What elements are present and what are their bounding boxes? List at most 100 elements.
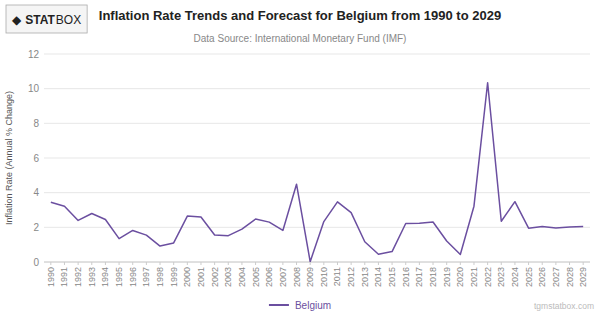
x-tick xyxy=(487,262,488,265)
x-tick xyxy=(64,262,65,265)
x-tick xyxy=(160,262,161,265)
x-tick-label: 2028 xyxy=(565,267,575,287)
watermark: tgmstatbox.com xyxy=(534,301,594,311)
x-tick-label: 2013 xyxy=(360,267,370,287)
y-tick-label: 12 xyxy=(28,49,40,60)
x-tick-label: 2016 xyxy=(401,267,411,287)
x-tick-label: 2023 xyxy=(496,267,506,287)
x-tick-label: 1999 xyxy=(169,267,179,287)
x-tick-label: 2011 xyxy=(332,267,342,286)
x-tick-label: 2009 xyxy=(305,267,315,287)
x-tick xyxy=(187,262,188,265)
x-tick xyxy=(282,262,283,265)
x-tick-label: 2008 xyxy=(292,267,302,287)
x-tick-label: 2018 xyxy=(428,267,438,287)
x-tick xyxy=(364,262,365,265)
x-tick xyxy=(433,262,434,265)
x-tick-label: 1996 xyxy=(128,267,138,287)
x-tick xyxy=(50,262,51,265)
legend-label: Belgium xyxy=(295,300,331,311)
y-tick-label: 10 xyxy=(28,83,40,94)
x-tick-label: 2006 xyxy=(264,267,274,287)
title: Inflation Rate Trends and Forecast for B… xyxy=(99,8,501,23)
x-tick xyxy=(583,262,584,265)
logo-text: BOX xyxy=(56,13,81,27)
x-tick-label: 2017 xyxy=(414,267,424,287)
x-tick-label: 2021 xyxy=(469,267,479,287)
x-tick xyxy=(542,262,543,265)
x-tick-label: 2015 xyxy=(387,267,397,287)
x-tick-label: 2022 xyxy=(483,267,493,287)
y-axis-label: Inflation Rate (Annual % Change) xyxy=(4,91,14,225)
y-tick-label: 2 xyxy=(33,222,39,233)
x-tick xyxy=(214,262,215,265)
plot-data xyxy=(51,83,583,262)
x-tick xyxy=(91,262,92,265)
x-tick-label: 2014 xyxy=(373,267,383,287)
x-tick-label: 1998 xyxy=(155,267,165,287)
x-tick xyxy=(105,262,106,265)
x-tick-label: 1995 xyxy=(114,267,124,287)
x-tick-label: 1991 xyxy=(59,267,69,287)
x-tick xyxy=(119,262,120,265)
x-tick xyxy=(378,262,379,265)
grid-line xyxy=(44,262,590,263)
x-tick xyxy=(146,262,147,265)
x-tick-label: 2026 xyxy=(537,267,547,287)
x-tick xyxy=(405,262,406,265)
x-tick-label: 2025 xyxy=(524,267,534,287)
x-tick-label: 2027 xyxy=(551,267,561,287)
logo-box xyxy=(6,5,87,33)
grid-line xyxy=(44,88,590,89)
x-tick xyxy=(514,262,515,265)
grid xyxy=(44,54,590,262)
x-tick xyxy=(269,262,270,265)
x-tick xyxy=(241,262,242,265)
grid-line xyxy=(44,54,590,55)
x-tick-label: 2024 xyxy=(510,267,520,287)
x-tick xyxy=(200,262,201,265)
x-tick xyxy=(228,262,229,265)
x-tick-label: 1994 xyxy=(100,267,110,287)
x-tick xyxy=(323,262,324,265)
x-tick-label: 2000 xyxy=(182,267,192,287)
x-tick xyxy=(419,262,420,265)
x-tick xyxy=(473,262,474,265)
x-tick-label: 2003 xyxy=(223,267,233,287)
grid-line xyxy=(44,192,590,193)
logo-text: STAT xyxy=(25,13,55,27)
x-axis-line xyxy=(44,262,590,263)
x-tick xyxy=(310,262,311,265)
x-tick-label: 2007 xyxy=(278,267,288,287)
x-tick xyxy=(501,262,502,265)
x-tick-label: 1992 xyxy=(73,267,83,287)
y-tick-label: 0 xyxy=(33,257,39,268)
x-tick xyxy=(173,262,174,265)
x-tick xyxy=(255,262,256,265)
grid-line xyxy=(44,158,590,159)
x-tick xyxy=(337,262,338,265)
x-tick-label: 2010 xyxy=(319,267,329,287)
x-tick-label: 2004 xyxy=(237,267,247,287)
x-tick xyxy=(569,262,570,265)
x-tick xyxy=(528,262,529,265)
legend: Belgium xyxy=(269,300,331,311)
x-tick xyxy=(351,262,352,265)
x-tick-label: 2005 xyxy=(251,267,261,287)
subtitle: Data Source: International Monetary Fund… xyxy=(194,33,407,44)
grid-line xyxy=(44,123,590,124)
y-tick-label: 6 xyxy=(33,153,39,164)
x-tick xyxy=(460,262,461,265)
logo-text: ◆ xyxy=(12,13,22,27)
x-tick xyxy=(446,262,447,265)
y-tick-label: 8 xyxy=(33,118,39,129)
x-tick-label: 1990 xyxy=(46,267,56,287)
x-tick-label: 2001 xyxy=(196,267,206,287)
series-line xyxy=(51,83,583,262)
x-tick-label: 2002 xyxy=(210,267,220,287)
x-tick-label: 2019 xyxy=(442,267,452,287)
legend-swatch xyxy=(269,304,289,306)
background xyxy=(0,0,600,314)
x-tick-label: 2012 xyxy=(346,267,356,287)
x-tick xyxy=(78,262,79,265)
